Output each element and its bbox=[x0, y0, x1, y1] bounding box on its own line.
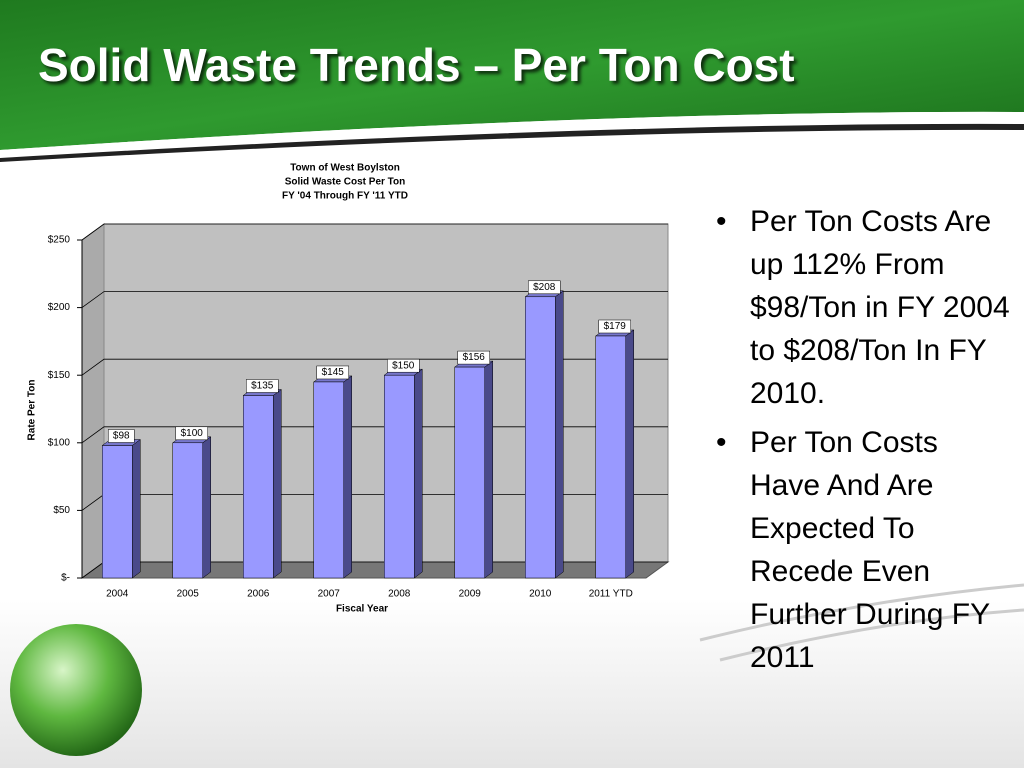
bar bbox=[595, 335, 626, 579]
x-tick-label: 2011 YTD bbox=[589, 589, 633, 600]
header-line bbox=[0, 123, 1024, 162]
bar-side bbox=[414, 368, 423, 579]
x-tick-label: 2004 bbox=[106, 589, 129, 600]
bar bbox=[384, 374, 415, 579]
bullet: Per Ton Costs Have And Are Expected To R… bbox=[712, 421, 1012, 679]
value-label: $100 bbox=[181, 428, 204, 439]
x-tick-label: 2006 bbox=[247, 589, 270, 600]
side-wall bbox=[81, 223, 105, 579]
bar bbox=[102, 445, 133, 579]
value-label: $179 bbox=[604, 321, 627, 332]
globe bbox=[10, 624, 142, 756]
bar-side bbox=[273, 388, 282, 579]
header-swoosh bbox=[0, 111, 1024, 158]
value-label: $135 bbox=[251, 381, 274, 392]
bullet: Per Ton Costs Are up 112% From $98/Ton i… bbox=[712, 200, 1012, 415]
y-tick-label: $250 bbox=[48, 235, 71, 246]
value-label: $156 bbox=[463, 352, 486, 363]
slide-title: Solid Waste Trends – Per Ton Cost bbox=[38, 39, 795, 91]
floor bbox=[80, 561, 670, 579]
grid-line bbox=[81, 291, 668, 308]
value-label-box bbox=[457, 350, 490, 365]
header-band bbox=[0, 0, 1024, 150]
value-label: $145 bbox=[322, 367, 345, 378]
value-label: $150 bbox=[392, 360, 415, 371]
grid-line bbox=[81, 223, 668, 241]
value-label: $98 bbox=[113, 431, 130, 442]
bar-side bbox=[132, 439, 141, 579]
bar bbox=[243, 395, 274, 579]
x-tick-label: 2008 bbox=[388, 589, 411, 600]
x-tick-label: 2010 bbox=[529, 589, 552, 600]
y-tick-label: $50 bbox=[53, 505, 70, 516]
value-label-box bbox=[387, 358, 420, 373]
x-tick-label: 2007 bbox=[318, 589, 341, 600]
y-tick-label: $200 bbox=[48, 302, 71, 313]
bar bbox=[454, 366, 485, 579]
chart-title: Town of West Boylston bbox=[290, 163, 400, 174]
bar bbox=[525, 296, 556, 579]
value-label: $208 bbox=[533, 282, 556, 293]
chart-title: Solid Waste Cost Per Ton bbox=[285, 177, 406, 188]
y-tick-label: $- bbox=[61, 573, 70, 584]
y-tick-label: $150 bbox=[48, 370, 71, 381]
chart-title: FY '04 Through FY '11 YTD bbox=[282, 191, 408, 202]
bar-side bbox=[484, 360, 493, 579]
bar-side bbox=[625, 329, 634, 579]
x-tick-label: 2009 bbox=[459, 589, 482, 600]
value-label-box bbox=[175, 426, 208, 441]
value-label-box bbox=[316, 365, 349, 380]
value-label-box bbox=[598, 319, 631, 334]
x-tick-label: 2005 bbox=[177, 589, 200, 600]
y-axis-label: Rate Per Ton bbox=[27, 380, 38, 441]
value-label-box bbox=[246, 379, 279, 393]
bar-side bbox=[202, 436, 211, 579]
value-label-box bbox=[108, 429, 135, 443]
x-axis-label: Fiscal Year bbox=[336, 604, 388, 615]
bar-side bbox=[555, 290, 564, 579]
bar-side bbox=[343, 375, 352, 579]
y-tick-label: $100 bbox=[48, 437, 71, 448]
bar bbox=[313, 381, 344, 579]
bullet-list: Per Ton Costs Are up 112% From $98/Ton i… bbox=[712, 200, 1012, 685]
bar bbox=[172, 442, 203, 579]
value-label-box bbox=[528, 280, 561, 295]
